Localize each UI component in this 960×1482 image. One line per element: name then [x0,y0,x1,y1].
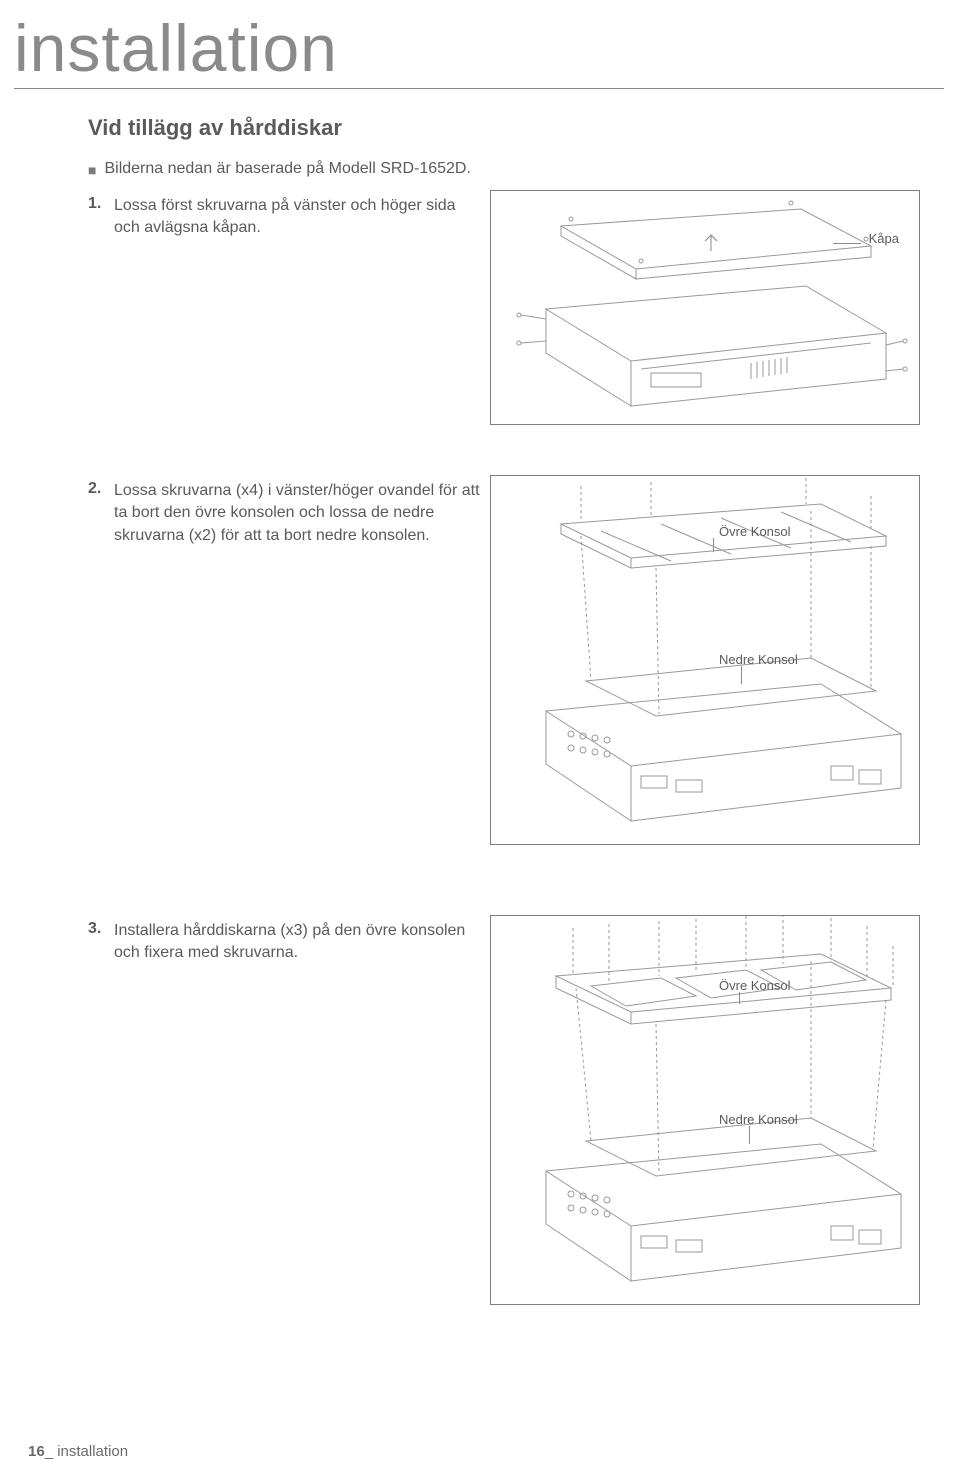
page-footer: 16_ installation [28,1443,128,1460]
step-3: 3. Installera hårddiskarna (x3) på den ö… [88,920,484,965]
figure-2: Övre Konsol Nedre Konsol [490,475,920,845]
figure-3-svg [491,916,919,1304]
step-2-number: 2. [88,480,106,547]
figure-1: Kåpa [490,190,920,425]
footer-sep: _ [45,1443,53,1460]
figure-1-svg [491,191,919,424]
section-subtitle: Vid tillägg av hårddiskar [88,115,342,141]
note-text: Bilderna nedan är baserade på Modell SRD… [104,160,470,178]
step-1-number: 1. [88,195,106,240]
figure-3-label-nedre: Nedre Konsol [719,1112,798,1127]
footer-page-number: 16 [28,1443,45,1460]
figure-2-svg [491,476,919,844]
step-3-number: 3. [88,920,106,965]
square-bullet-icon: ■ [88,162,96,178]
figure-3-label-ovre: Övre Konsol [719,978,791,993]
step-1-text: Lossa först skruvarna på vänster och hög… [114,195,484,240]
step-2-text: Lossa skruvarna (x4) i vänster/höger ova… [114,480,484,547]
note-row: ■ Bilderna nedan är baserade på Modell S… [88,160,471,178]
step-3-text: Installera hårddiskarna (x3) på den övre… [114,920,484,965]
step-2: 2. Lossa skruvarna (x4) i vänster/höger … [88,480,484,547]
figure-1-label-kapa: Kåpa [869,231,899,246]
figure-2-label-ovre: Övre Konsol [719,524,791,539]
footer-section: installation [57,1443,128,1460]
figure-2-label-nedre: Nedre Konsol [719,652,798,667]
step-1: 1. Lossa först skruvarna på vänster och … [88,195,484,240]
page-heading: installation [14,10,944,89]
figure-3: Övre Konsol Nedre Konsol [490,915,920,1305]
